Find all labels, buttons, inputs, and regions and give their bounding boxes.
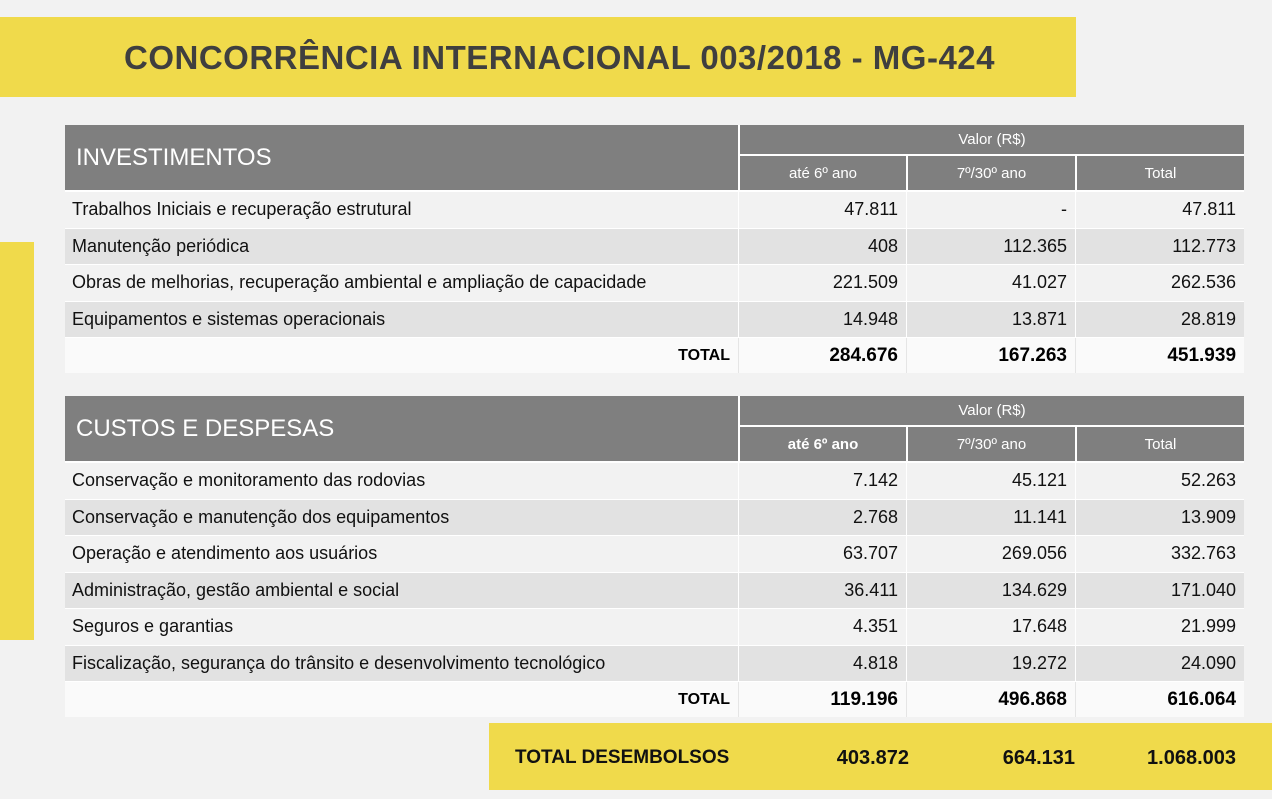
row-value: 2.768 (738, 499, 906, 536)
row-value: 13.909 (1075, 499, 1245, 536)
row-label: Operação e atendimento aos usuários (65, 536, 738, 573)
investimentos-table: INVESTIMENTOS Valor (R$) até 6º ano 7º/30º … (65, 125, 1245, 373)
row-value: 221.509 (738, 265, 906, 302)
row-value: 269.056 (906, 536, 1075, 573)
total-value: 167.263 (906, 338, 1075, 373)
header-row: INVESTIMENTOS Valor (R$) (65, 125, 1245, 192)
row-value: 4.351 (738, 609, 906, 646)
total-value: 616.064 (1075, 682, 1245, 717)
row-label: Conservação e manutenção dos equipamento… (65, 499, 738, 536)
row-label: Obras de melhorias, recuperação ambienta… (65, 265, 738, 302)
custos-despesas-table: CUSTOS E DESPESAS Valor (R$) até 6º ano 7º/… (65, 396, 1245, 717)
row-value: 7.142 (738, 463, 906, 500)
table-row: Manutenção periódica 408 112.365 112.773 (65, 228, 1245, 265)
row-value: 408 (738, 228, 906, 265)
row-value: 14.948 (738, 301, 906, 338)
section-heading: CUSTOS E DESPESAS (65, 396, 738, 463)
total-row: TOTAL 119.196 496.868 616.064 (65, 682, 1245, 717)
side-accent-bar (0, 242, 34, 640)
total-label: TOTAL (65, 682, 738, 717)
column-header: Total (1075, 156, 1245, 192)
row-label: Conservação e monitoramento das rodovias (65, 463, 738, 500)
row-value: 47.811 (738, 192, 906, 229)
table-row: Administração, gestão ambiental e social… (65, 572, 1245, 609)
row-value: 41.027 (906, 265, 1075, 302)
column-header: 7º/30º ano (906, 156, 1075, 192)
total-desembolsos-total: 1.068.003 (1147, 747, 1236, 769)
row-value: 47.811 (1075, 192, 1245, 229)
column-header-row: até 6º ano 7º/30º ano Total (65, 427, 1245, 463)
row-value: 171.040 (1075, 572, 1245, 609)
table-row: Seguros e garantias 4.351 17.648 21.999 (65, 609, 1245, 646)
row-value: 134.629 (906, 572, 1075, 609)
page-title: CONCORRÊNCIA INTERNACIONAL 003/2018 - MG… (124, 39, 996, 76)
row-value: 262.536 (1075, 265, 1245, 302)
row-value: 36.411 (738, 572, 906, 609)
table-row: Obras de melhorias, recuperação ambienta… (65, 265, 1245, 302)
column-header: 7º/30º ano (906, 427, 1075, 463)
table-row: Conservação e monitoramento das rodovias… (65, 463, 1245, 500)
total-value: 451.939 (1075, 338, 1245, 373)
row-label: Manutenção periódica (65, 228, 738, 265)
total-desembolsos-col2: 664.131 (1002, 747, 1075, 769)
table-row: Trabalhos Iniciais e recuperação estrutu… (65, 192, 1245, 229)
row-value: 332.763 (1075, 536, 1245, 573)
value-header: Valor (R$) (738, 125, 1245, 156)
total-desembolsos-bar: TOTAL DESEMBOLSOS 403.872 664.131 1.068.… (489, 723, 1272, 790)
row-value: 21.999 (1075, 609, 1245, 646)
column-header-row: até 6º ano 7º/30º ano Total (65, 156, 1245, 192)
row-value: 112.365 (906, 228, 1075, 265)
row-value: 45.121 (906, 463, 1075, 500)
row-value: - (906, 192, 1075, 229)
column-header: até 6º ano (738, 156, 906, 192)
table-row: Operação e atendimento aos usuários 63.70… (65, 536, 1245, 573)
section-heading: INVESTIMENTOS (65, 125, 738, 192)
column-header: até 6º ano (738, 427, 906, 463)
table-row: Conservação e manutenção dos equipamento… (65, 499, 1245, 536)
row-label: Fiscalização, segurança do trânsito e de… (65, 645, 738, 682)
value-header: Valor (R$) (738, 396, 1245, 427)
total-label: TOTAL (65, 338, 738, 373)
table-row: Equipamentos e sistemas operacionais 14.9… (65, 301, 1245, 338)
row-value: 112.773 (1075, 228, 1245, 265)
row-value: 52.263 (1075, 463, 1245, 500)
total-row: TOTAL 284.676 167.263 451.939 (65, 338, 1245, 373)
column-header: Total (1075, 427, 1245, 463)
row-label: Seguros e garantias (65, 609, 738, 646)
row-value: 24.090 (1075, 645, 1245, 682)
total-desembolsos-col1: 403.872 (836, 747, 909, 769)
row-label: Administração, gestão ambiental e social (65, 572, 738, 609)
row-value: 28.819 (1075, 301, 1245, 338)
total-value: 284.676 (738, 338, 906, 373)
title-banner: CONCORRÊNCIA INTERNACIONAL 003/2018 - MG… (0, 17, 1076, 97)
row-value: 19.272 (906, 645, 1075, 682)
table-row: Fiscalização, segurança do trânsito e de… (65, 645, 1245, 682)
total-value: 496.868 (906, 682, 1075, 717)
row-label: Trabalhos Iniciais e recuperação estrutu… (65, 192, 738, 229)
row-value: 11.141 (906, 499, 1075, 536)
total-value: 119.196 (738, 682, 906, 717)
row-value: 13.871 (906, 301, 1075, 338)
row-label: Equipamentos e sistemas operacionais (65, 301, 738, 338)
row-value: 63.707 (738, 536, 906, 573)
header-row: CUSTOS E DESPESAS Valor (R$) (65, 396, 1245, 463)
row-value: 4.818 (738, 645, 906, 682)
total-desembolsos-label: TOTAL DESEMBOLSOS (515, 747, 730, 768)
row-value: 17.648 (906, 609, 1075, 646)
